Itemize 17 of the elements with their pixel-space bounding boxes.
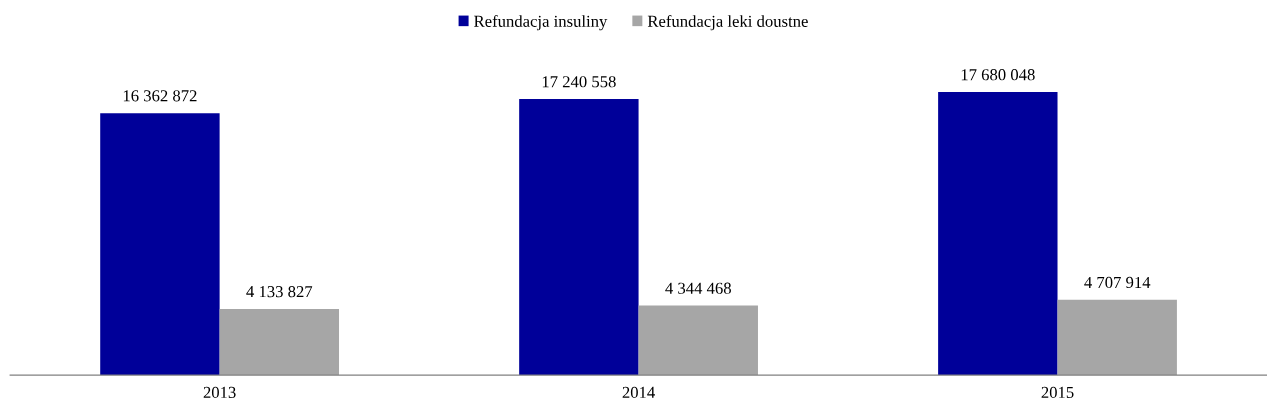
bar (519, 99, 639, 376)
legend-label: Refundacja insuliny (474, 15, 608, 31)
x-tick-label: 2013 (203, 386, 236, 398)
data-label: 16 362 872 (123, 90, 197, 102)
data-label: 4 133 827 (246, 285, 313, 298)
bar (100, 113, 220, 376)
bar (938, 92, 1058, 376)
x-tick-label: 2014 (622, 386, 655, 398)
bar (1057, 299, 1177, 376)
data-label: 4 707 914 (1084, 276, 1151, 289)
bar (219, 308, 340, 376)
data-label: 17 240 558 (542, 76, 616, 88)
x-tick-label: 2015 (1041, 386, 1074, 398)
bar (638, 305, 758, 376)
legend-label: Refundacja leki doustne (647, 15, 808, 31)
data-label: 17 680 048 (961, 69, 1035, 81)
data-label: 4 344 468 (665, 282, 731, 294)
